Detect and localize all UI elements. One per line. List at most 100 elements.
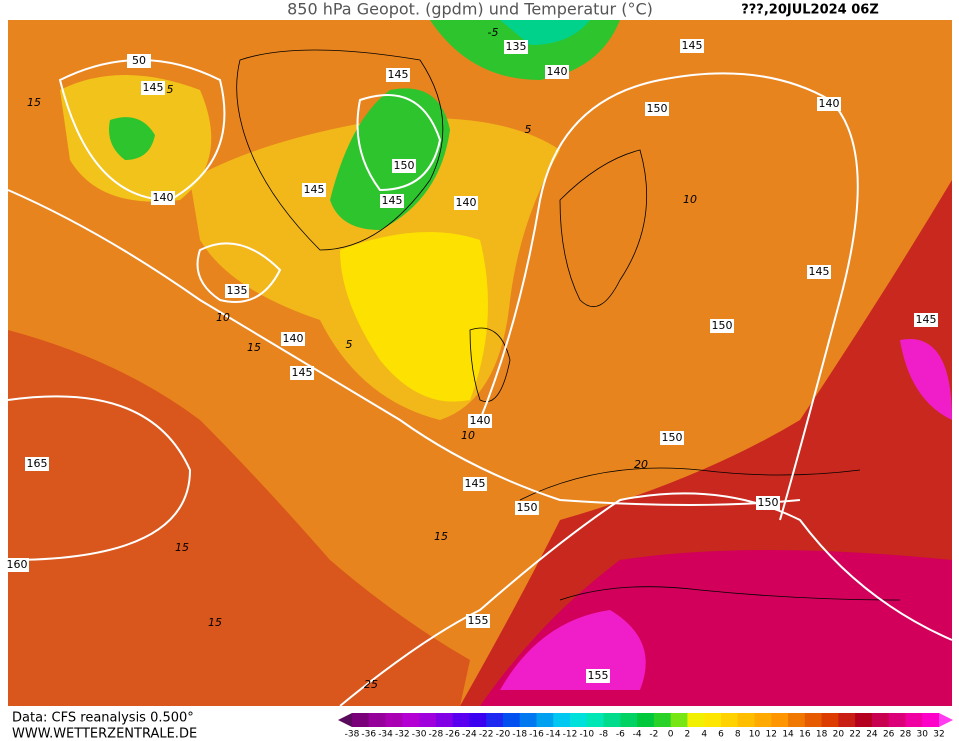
legend-label: 28 [900,730,912,740]
contour-label-box [225,284,249,298]
contour-label: 50 [132,54,146,67]
legend-label: 4 [701,730,707,740]
legend-swatch [804,713,823,727]
legend-label: 2 [685,730,691,740]
contour-label: 145 [304,183,325,196]
contour-label-box [545,65,569,79]
contour-label: 145 [388,68,409,81]
coastline-britain [469,327,511,402]
contour-label-box [468,414,492,428]
legend-swatch [502,713,521,727]
contour-label: 150 [712,319,733,332]
legend-label: -2 [649,730,658,740]
legend-swatch [704,713,722,727]
temperature-label: 15 [208,616,222,629]
contour-label-box [127,54,151,68]
legend-swatch [821,713,839,727]
contour-label-box [454,196,478,210]
legend-swatch [754,713,772,727]
contour-label-box [386,68,410,82]
legend-swatch [603,713,621,727]
map-title: 850 hPa Geopot. (gpdm) und Temperatur (°… [287,0,653,19]
legend-swatch [888,713,906,727]
legend-label: 10 [749,730,761,740]
legend-label: 6 [718,730,724,740]
contour-label-box [392,159,416,173]
legend-label: -28 [429,730,444,740]
contour-label: 145 [682,39,703,52]
contour-label-box [807,265,831,279]
legend-label: 16 [799,730,811,740]
contour-label: 140 [153,191,174,204]
legend-label: -34 [378,730,393,740]
legend-label: 24 [866,730,878,740]
legend-swatch [620,713,638,727]
temperature-label: 5 [167,83,174,96]
legend-swatch [352,713,370,727]
legend-swatch [368,713,387,727]
temperature-label: 10 [683,193,697,206]
map-area [7,20,953,707]
legend-label: -4 [633,730,642,740]
contour-label-box [380,194,404,208]
contour-label: 145 [465,477,486,490]
contour-label: 150 [647,102,668,115]
legend-swatch [452,713,470,727]
coastline-greenland [236,49,444,251]
data-source: Data: CFS reanalysis 0.500° [12,711,194,726]
contour-label-box [756,496,780,510]
contour-label-box [466,614,490,628]
isohypse [196,242,282,303]
legend-swatch [637,713,655,727]
contour-label: 145 [916,313,937,326]
legend-label: 20 [833,730,845,740]
legend-arrow [939,713,953,727]
legend-swatch [838,713,856,727]
legend-swatch [586,713,605,727]
cool-field [340,232,488,402]
legend-label: -38 [345,730,360,740]
legend-swatch [519,713,537,727]
legend-label: -26 [445,730,460,740]
legend-swatch [435,713,454,727]
contour-label: 145 [143,81,164,94]
legend-label: 8 [735,730,741,740]
cold-field-greenland [330,88,450,230]
contour-labels: 50 145 140 135 140 145 145 145 145 150 140 135 140 14… [5,26,938,691]
legend-label: -10 [579,730,594,740]
temperature-label: 5 [525,123,532,136]
contour-label: 140 [283,332,304,345]
legend-swatch [536,713,554,727]
contour-label-box [463,477,487,491]
legend-swatch [720,713,739,727]
legend-label: -22 [479,730,494,740]
coastline-scandinavia [559,149,648,307]
contour-label: 150 [662,431,683,444]
legend-swatch [419,713,437,727]
legend-swatch [788,713,806,727]
legend-label: 0 [668,730,674,740]
temperature-label: 15 [434,530,448,543]
contour-label: 140 [547,65,568,78]
contour-label-box [290,366,314,380]
contour-label: 165 [27,457,48,470]
cold-field-west [109,117,155,160]
colder-field-north [500,20,590,45]
legend-swatch [905,713,923,727]
contour-label-box [504,40,528,54]
contour-label-box [710,319,734,333]
map-date: ???,20JUL2024 06Z [741,3,879,18]
contour-label-box [817,97,841,111]
contour-label: 145 [382,194,403,207]
legend-swatch [385,713,403,727]
contour-label: 135 [506,40,527,53]
contour-label: 135 [227,284,248,297]
legend-swatch [670,713,688,727]
legend-swatch [922,713,940,727]
isohypse [7,395,192,561]
contour-label-box [25,457,49,471]
coastline-mediterranean [519,467,901,601]
legend-label: -36 [361,730,376,740]
legend-label: -32 [395,730,410,740]
